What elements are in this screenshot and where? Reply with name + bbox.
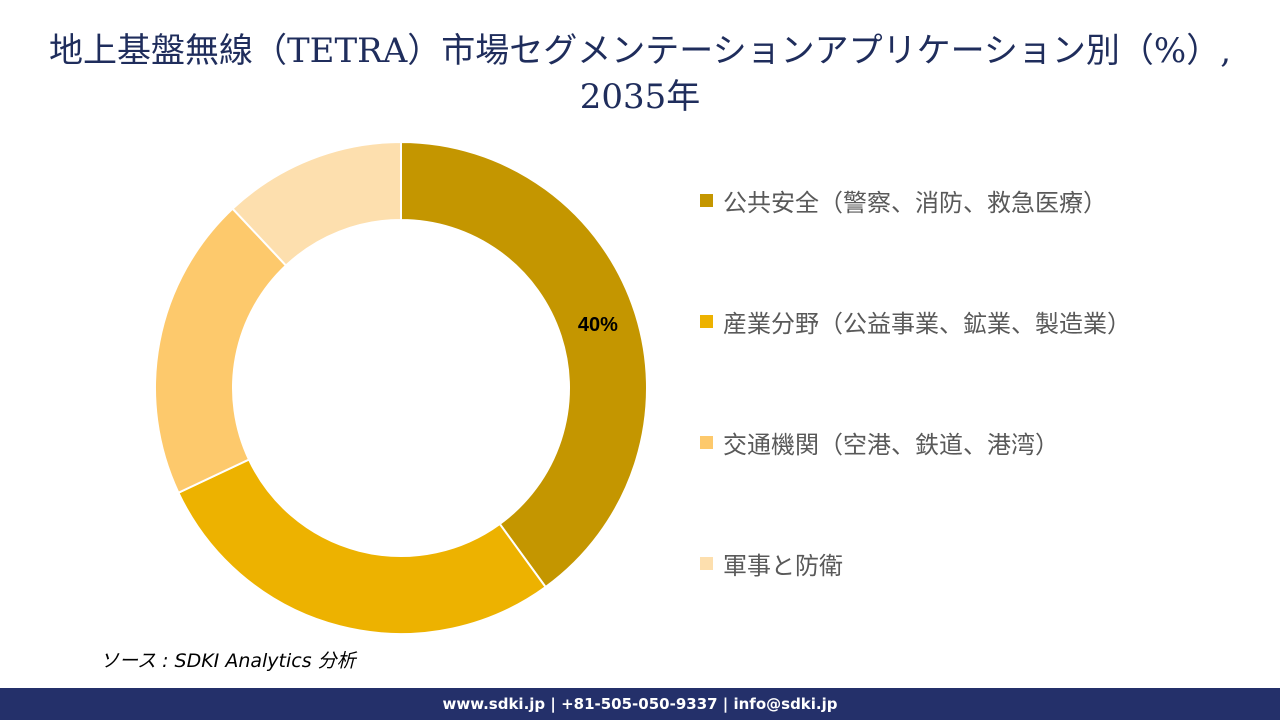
- legend-swatch: [700, 556, 713, 570]
- legend-swatch: [700, 314, 713, 328]
- legend-label: 軍事と防衛: [723, 551, 843, 580]
- legend-item: 軍事と防衛: [700, 543, 1131, 583]
- donut-slice: [231, 140, 402, 267]
- donut-slice: [177, 458, 547, 635]
- legend-item: 交通機関（空港、鉄道、港湾）: [700, 422, 1131, 462]
- legend-item: 公共安全（警察、消防、救急医療）: [700, 180, 1131, 220]
- source-note: ソース : SDKI Analytics 分析: [100, 650, 356, 672]
- legend-label: 産業分野（公益事業、鉱業、製造業）: [723, 309, 1131, 338]
- legend-swatch: [700, 435, 713, 449]
- legend: 公共安全（警察、消防、救急医療） 産業分野（公益事業、鉱業、製造業） 交通機関（…: [700, 180, 1131, 664]
- legend-label: 公共安全（警察、消防、救急医療）: [723, 188, 1107, 217]
- donut-chart: 40%: [154, 140, 648, 635]
- donut-slice: [154, 207, 288, 495]
- legend-swatch: [700, 193, 713, 207]
- donut-slice: [400, 140, 648, 589]
- data-label: 40%: [578, 314, 618, 336]
- legend-item: 産業分野（公益事業、鉱業、製造業）: [700, 301, 1131, 341]
- footer-contact: www.sdki.jp | +81-505-050-9337 | info@sd…: [0, 688, 1280, 720]
- legend-label: 交通機関（空港、鉄道、港湾）: [723, 430, 1059, 459]
- chart-title: 地上基盤無線（TETRA）市場セグメンテーションアプリケーション別（%）, 20…: [48, 31, 1232, 117]
